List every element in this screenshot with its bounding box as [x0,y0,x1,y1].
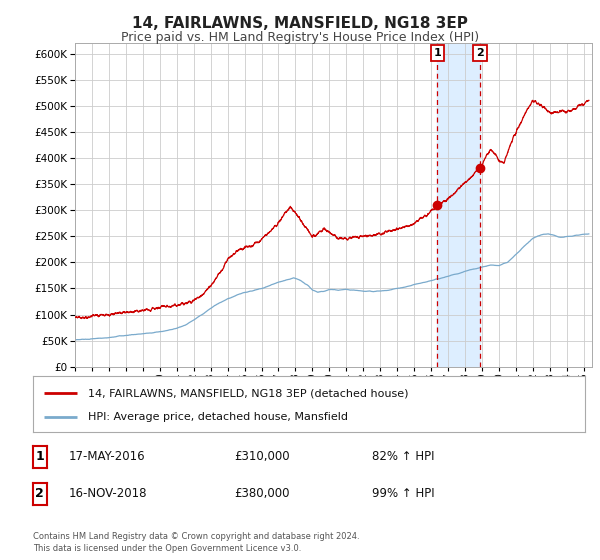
Text: Price paid vs. HM Land Registry's House Price Index (HPI): Price paid vs. HM Land Registry's House … [121,31,479,44]
Text: 82% ↑ HPI: 82% ↑ HPI [372,450,434,464]
Bar [437,43,480,367]
Text: 2: 2 [476,48,484,58]
Text: 16-NOV-2018: 16-NOV-2018 [69,487,148,501]
Text: £380,000: £380,000 [234,487,290,501]
Text: 17-MAY-2016: 17-MAY-2016 [69,450,146,464]
Text: £310,000: £310,000 [234,450,290,464]
Text: 99% ↑ HPI: 99% ↑ HPI [372,487,434,501]
Text: HPI: Average price, detached house, Mansfield: HPI: Average price, detached house, Mans… [88,412,348,422]
Text: 1: 1 [35,450,44,464]
Text: 2: 2 [35,487,44,501]
Text: Contains HM Land Registry data © Crown copyright and database right 2024.
This d: Contains HM Land Registry data © Crown c… [33,533,359,553]
Text: 14, FAIRLAWNS, MANSFIELD, NG18 3EP: 14, FAIRLAWNS, MANSFIELD, NG18 3EP [132,16,468,31]
Text: 1: 1 [434,48,442,58]
Text: 14, FAIRLAWNS, MANSFIELD, NG18 3EP (detached house): 14, FAIRLAWNS, MANSFIELD, NG18 3EP (deta… [88,388,409,398]
